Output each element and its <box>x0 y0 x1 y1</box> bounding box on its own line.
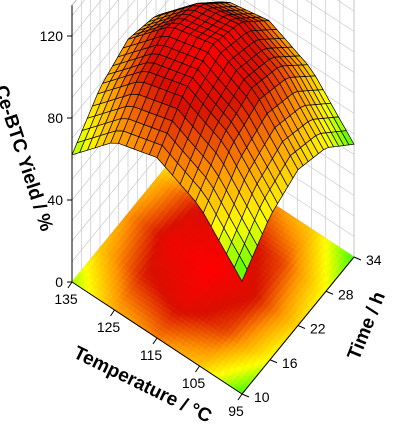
y-tick-mark <box>241 393 250 398</box>
x-tick-label: 125 <box>97 319 121 335</box>
x-tick-mark <box>195 365 200 373</box>
x-tick-label: 105 <box>182 375 206 391</box>
y-tick-label: 34 <box>366 252 382 268</box>
y-tick-label: 10 <box>254 389 270 405</box>
x-tick-mark <box>152 337 158 345</box>
z-tick-label: 120 <box>40 28 64 44</box>
y-tick-label: 28 <box>338 286 354 302</box>
x-tick-label: 135 <box>54 291 78 307</box>
response-surface <box>71 1 355 283</box>
y-tick-mark <box>269 359 278 364</box>
z-axis-title: Ce-BTC Yield / % <box>0 83 57 234</box>
x-tick-mark <box>237 393 243 401</box>
y-tick-label: 22 <box>310 321 326 337</box>
y-tick-mark <box>353 256 362 261</box>
chart-axes: 0 40 80 120 135 125 115 105 95 10 16 22 28 34 <box>40 5 382 419</box>
grid-line <box>71 0 355 98</box>
x-tick-label: 95 <box>228 403 244 419</box>
x-tick-mark <box>67 281 73 289</box>
grid-line <box>71 0 355 57</box>
surface-cell <box>233 254 248 283</box>
y-tick-label: 16 <box>282 355 298 371</box>
x-tick-mark <box>110 309 115 317</box>
y-tick-mark <box>297 325 306 329</box>
z-tick-label: 40 <box>47 192 63 208</box>
z-tick-label: 80 <box>47 110 63 126</box>
x-tick-label: 115 <box>140 347 163 363</box>
grid-line <box>71 0 355 78</box>
z-tick-label: 0 <box>55 274 63 290</box>
y-tick-mark <box>325 290 334 295</box>
